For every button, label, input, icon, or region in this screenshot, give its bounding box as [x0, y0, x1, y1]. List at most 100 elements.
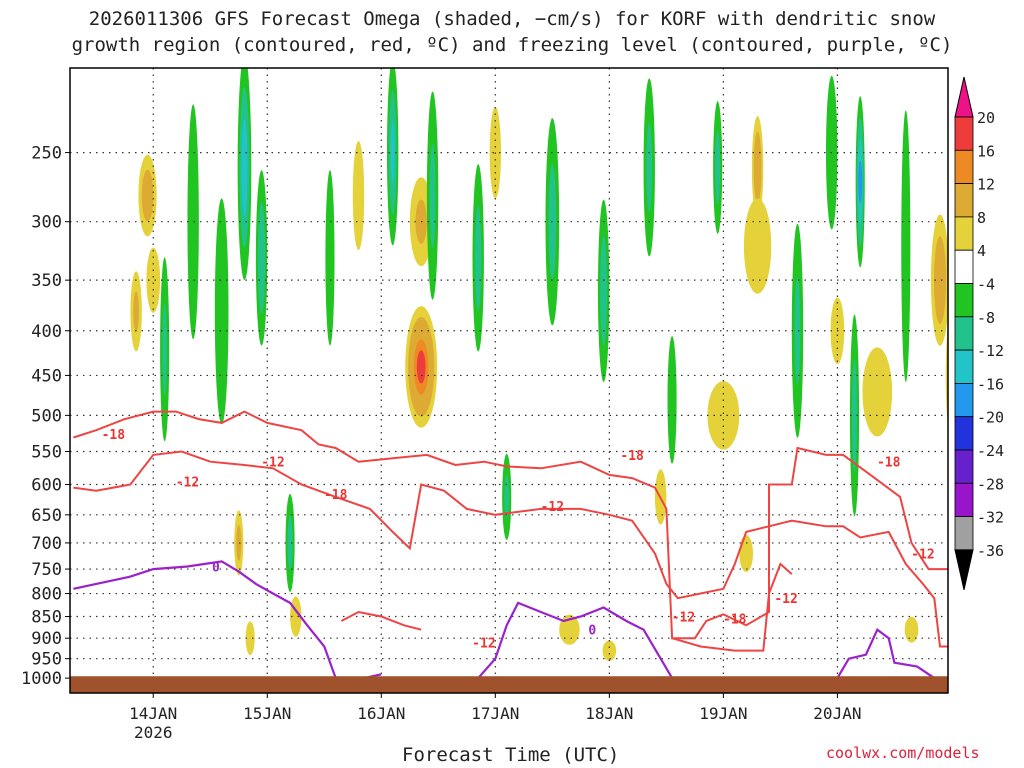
colorbar-swatch-3: [954, 216, 974, 251]
y-tick-label-1: 300: [31, 213, 62, 233]
x-tick-label-2: 16JAN: [357, 704, 405, 723]
dendritic-label-2: -12: [261, 456, 284, 471]
colorbar-swatch-2: [954, 183, 974, 218]
y-tick-label-3: 400: [31, 322, 62, 342]
omega-blob-20-level-0: [904, 616, 919, 643]
colorbar-swatch-8: [954, 382, 974, 418]
x-axis-title: Forecast Time (UTC): [402, 744, 620, 766]
chart-title-line-2: growth region (contoured, red, ºC) and f…: [71, 34, 953, 56]
x-tick-label-4: 18JAN: [585, 704, 633, 723]
y-tick-label-7: 600: [31, 475, 62, 495]
omega-blob-23-level-1: [257, 202, 266, 314]
colorbar-swatch-1: [954, 149, 974, 185]
y-tick-label-14: 950: [31, 650, 62, 670]
y-tick-label-5: 500: [31, 406, 62, 426]
colorbar-label-4: 4: [977, 242, 986, 260]
colorbar-label-9: -20: [977, 409, 1004, 427]
y-tick-label-6: 550: [31, 442, 62, 462]
credit-link[interactable]: coolwx.com/models: [826, 744, 980, 762]
ground-surface: [70, 676, 948, 693]
omega-blob-8-level-0: [352, 141, 365, 251]
dendritic-label-5: -18: [620, 449, 644, 464]
freezing-contour-2: [477, 601, 674, 679]
omega-blob-13-level-0: [707, 381, 740, 450]
colorbar-swatch-12: [954, 516, 974, 551]
colorbar-label-1: 16: [977, 142, 995, 160]
x-tick-label-5: 19JAN: [699, 704, 747, 723]
colorbar: 20 16 12 8 4 -4 -8 -12 -16 -20 -24 -28 -32 -36: [954, 76, 1004, 591]
colorbar-label-7: -12: [977, 342, 1004, 360]
omega-blob-32-level-1: [504, 475, 509, 519]
omega-blob-17-level-0: [862, 347, 893, 437]
colorbar-label-10: -24: [977, 442, 1004, 460]
omega-blob-28-level-0: [325, 170, 335, 346]
colorbar-label-12: -32: [977, 509, 1004, 527]
colorbar-label-13: -36: [977, 542, 1004, 560]
colorbar-swatch-0: [954, 116, 974, 151]
colorbar-label-3: 8: [977, 209, 986, 227]
dendritic-label-11: -12: [911, 548, 934, 563]
omega-blob-0-level-4: [416, 350, 426, 384]
omega-blob-41-level-3: [858, 160, 863, 204]
omega-blob-38-level-1: [794, 277, 801, 385]
colorbar-top-arrow: [954, 76, 974, 118]
dendritic-label-0: -18: [102, 428, 126, 443]
colorbar-label-0: 20: [977, 109, 995, 127]
omega-blob-2-level-1: [141, 169, 154, 222]
dendritic-label-7: -12: [672, 611, 695, 626]
omega-blob-3-level-1: [133, 291, 139, 332]
colorbar-bottom-arrow: [954, 549, 974, 591]
colorbar-label-5: -4: [977, 276, 995, 294]
y-tick-label-2: 350: [31, 271, 62, 291]
omega-blob-4-level-0: [146, 247, 161, 313]
omega-shading: [130, 68, 948, 661]
dendritic-contour-2: [340, 610, 422, 631]
colorbar-swatch-9: [954, 416, 974, 451]
omega-blob-10-level-0: [559, 614, 580, 645]
y-tick-label-11: 800: [31, 585, 62, 605]
colorbar-label-11: -28: [977, 475, 1004, 493]
omega-blob-15-level-2: [755, 147, 760, 188]
omega-blob-5-level-1: [236, 524, 242, 562]
dendritic-contour-1: [73, 450, 948, 648]
dendritic-contour-3: [671, 562, 793, 652]
omega-blob-36-level-0: [667, 336, 677, 464]
freezing-contour-0: [73, 560, 337, 679]
omega-blob-7-level-0: [245, 621, 255, 656]
x-tick-label-6: 20JAN: [813, 704, 861, 723]
omega-blob-16-level-0: [743, 198, 772, 294]
chart-title-line-1: 2026011306 GFS Forecast Omega (shaded, −…: [88, 8, 936, 30]
y-tick-label-8: 650: [31, 506, 62, 526]
omega-blob-25-level-1: [162, 303, 167, 396]
omega-blob-30-level-1: [429, 143, 436, 248]
y-tick-label-9: 700: [31, 534, 62, 554]
omega-blob-22-level-2: [241, 119, 248, 216]
x-tick-label-3: 17JAN: [471, 704, 519, 723]
dendritic-label-6: -12: [472, 636, 495, 651]
dendritic-label-1: -12: [176, 475, 199, 490]
y-tick-label-15: 1000: [21, 669, 62, 689]
omega-blob-26-level-0: [187, 104, 199, 340]
omega-blob-29-level-2: [390, 121, 395, 184]
freezing-contour-3: [836, 628, 935, 680]
y-tick-label-13: 900: [31, 629, 62, 649]
colorbar-swatch-6: [954, 316, 974, 351]
colorbar-swatch-4: [954, 249, 974, 284]
x-tick-label-0: 14JAN: [129, 704, 177, 723]
omega-blob-11-level-0: [602, 640, 617, 661]
freezing-contours: 00: [73, 560, 935, 680]
dendritic-contours: -18 -12 -12 -18 -12 -18 -12 -12 -18 -12 -18 -12: [73, 410, 948, 652]
omega-blob-27-level-1: [287, 515, 293, 571]
omega-blob-34-level-1: [600, 236, 608, 346]
plot-area: [70, 68, 948, 693]
omega-blob-24-level-0: [214, 198, 229, 425]
x-tick-label-1: 15JAN: [243, 704, 291, 723]
colorbar-swatch-10: [954, 449, 974, 484]
y-tick-label-10: 750: [31, 560, 62, 580]
omega-blob-37-level-1: [715, 130, 721, 205]
omega-blob-35-level-1: [646, 122, 653, 213]
y-tick-label-12: 850: [31, 608, 62, 628]
dendritic-label-9: -12: [774, 592, 797, 607]
